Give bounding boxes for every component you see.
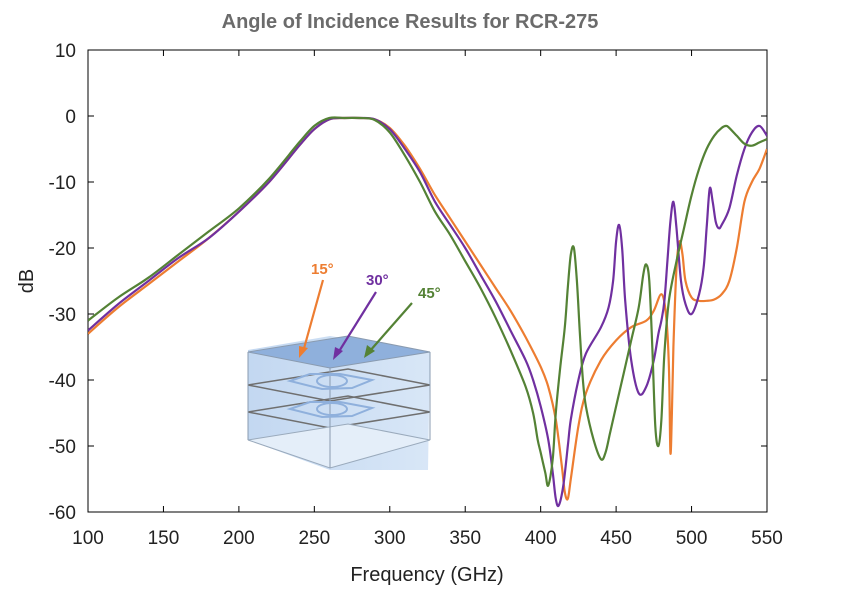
x-tick-label: 250 [298, 528, 330, 549]
x-tick-label: 500 [676, 528, 708, 549]
y-tick-label: -50 [49, 437, 76, 458]
y-tick-label: 10 [55, 41, 76, 62]
x-tick-label: 200 [223, 528, 255, 549]
y-axis-label: dB [16, 269, 38, 293]
x-tick-label: 350 [449, 528, 481, 549]
x-tick-label: 400 [525, 528, 557, 549]
y-tick-label: -10 [49, 173, 76, 194]
x-tick-label: 550 [751, 528, 783, 549]
series-line-3 [88, 116, 767, 487]
y-tick-label: -40 [49, 371, 76, 392]
chart-title: Angle of Incidence Results for RCR-275 [222, 11, 599, 33]
x-tick-label: 300 [374, 528, 406, 549]
annotation-45: 45° [418, 285, 441, 302]
y-tick-label: 0 [65, 107, 76, 128]
x-tick-label: 100 [72, 528, 104, 549]
annotation-30: 30° [366, 272, 389, 289]
y-tick-label: -60 [49, 503, 76, 524]
stacked-layers-illustration [247, 335, 431, 470]
x-tick-label: 150 [148, 528, 180, 549]
x-axis-label: Frequency (GHz) [350, 564, 503, 586]
angle-annotations: 15° 30° 45° [299, 261, 441, 360]
plot-area [87, 49, 768, 513]
y-tick-label: -30 [49, 305, 76, 326]
y-tick-label: -20 [49, 239, 76, 260]
x-tick-label: 450 [600, 528, 632, 549]
annotation-15: 15° [311, 261, 334, 278]
axis-ticks: 100 150 200 250 300 350 400 450 500 550100-10-20-… [49, 41, 783, 549]
series-group [88, 116, 767, 508]
